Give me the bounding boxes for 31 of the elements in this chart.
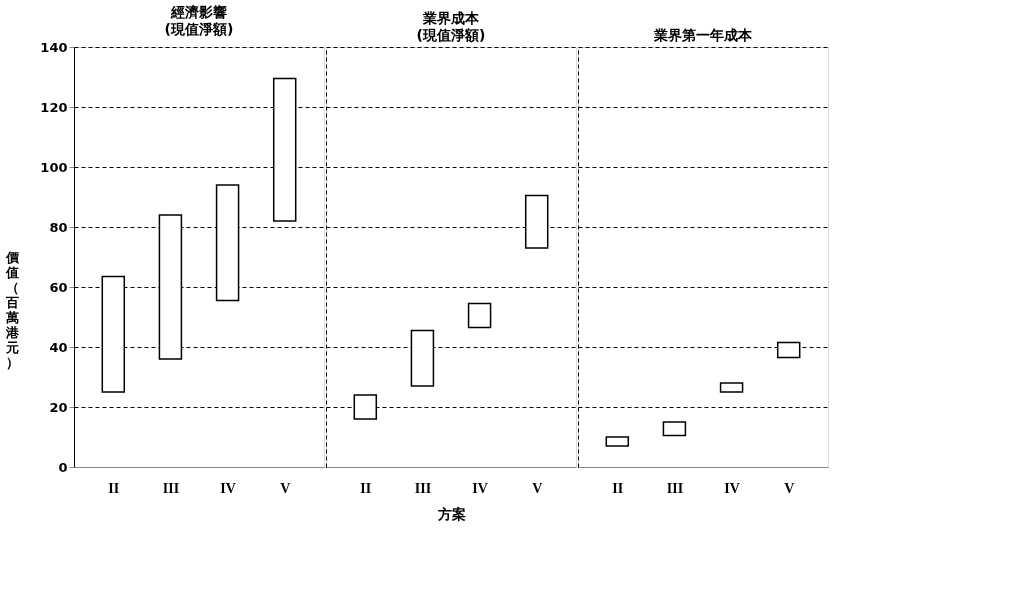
x-tick-label: IV <box>724 480 740 496</box>
x-tick-label: IV <box>220 480 236 496</box>
x-axis-title: 方案 <box>436 505 466 522</box>
x-tick-label: V <box>784 480 795 496</box>
y-tick-label: 0 <box>58 459 68 475</box>
chart-subtitle: (現值淨額) <box>164 21 234 37</box>
bar <box>719 382 744 393</box>
y-tick-label: 100 <box>40 159 68 175</box>
x-tick-label: IV <box>472 480 488 496</box>
x-tick-label: II <box>612 480 624 496</box>
x-tick-label: II <box>108 480 120 496</box>
bar <box>605 436 630 447</box>
chart-title: 業界成本 <box>422 10 480 26</box>
x-tick-label: V <box>532 480 543 496</box>
x-tick-label: III <box>162 480 180 496</box>
x-tick-label: V <box>280 480 291 496</box>
x-tick-label: III <box>414 480 432 496</box>
y-tick-label: 60 <box>49 279 68 295</box>
bar <box>662 421 687 437</box>
x-tick-label: II <box>360 480 372 496</box>
bar <box>467 302 492 329</box>
y-tick-label: 140 <box>40 39 68 55</box>
chart-title: 業界第一年成本 <box>653 27 753 43</box>
y-tick-label: 40 <box>49 339 68 355</box>
y-axis-title: 價值（百萬港元） <box>5 249 20 370</box>
chart-title: 經濟影響 <box>170 4 227 20</box>
x-tick-label: III <box>666 480 684 496</box>
y-tick-label: 80 <box>49 219 68 235</box>
y-tick-label: 120 <box>40 99 68 115</box>
y-tick-label: 20 <box>49 399 68 415</box>
chart-subtitle: (現值淨額) <box>416 27 486 43</box>
